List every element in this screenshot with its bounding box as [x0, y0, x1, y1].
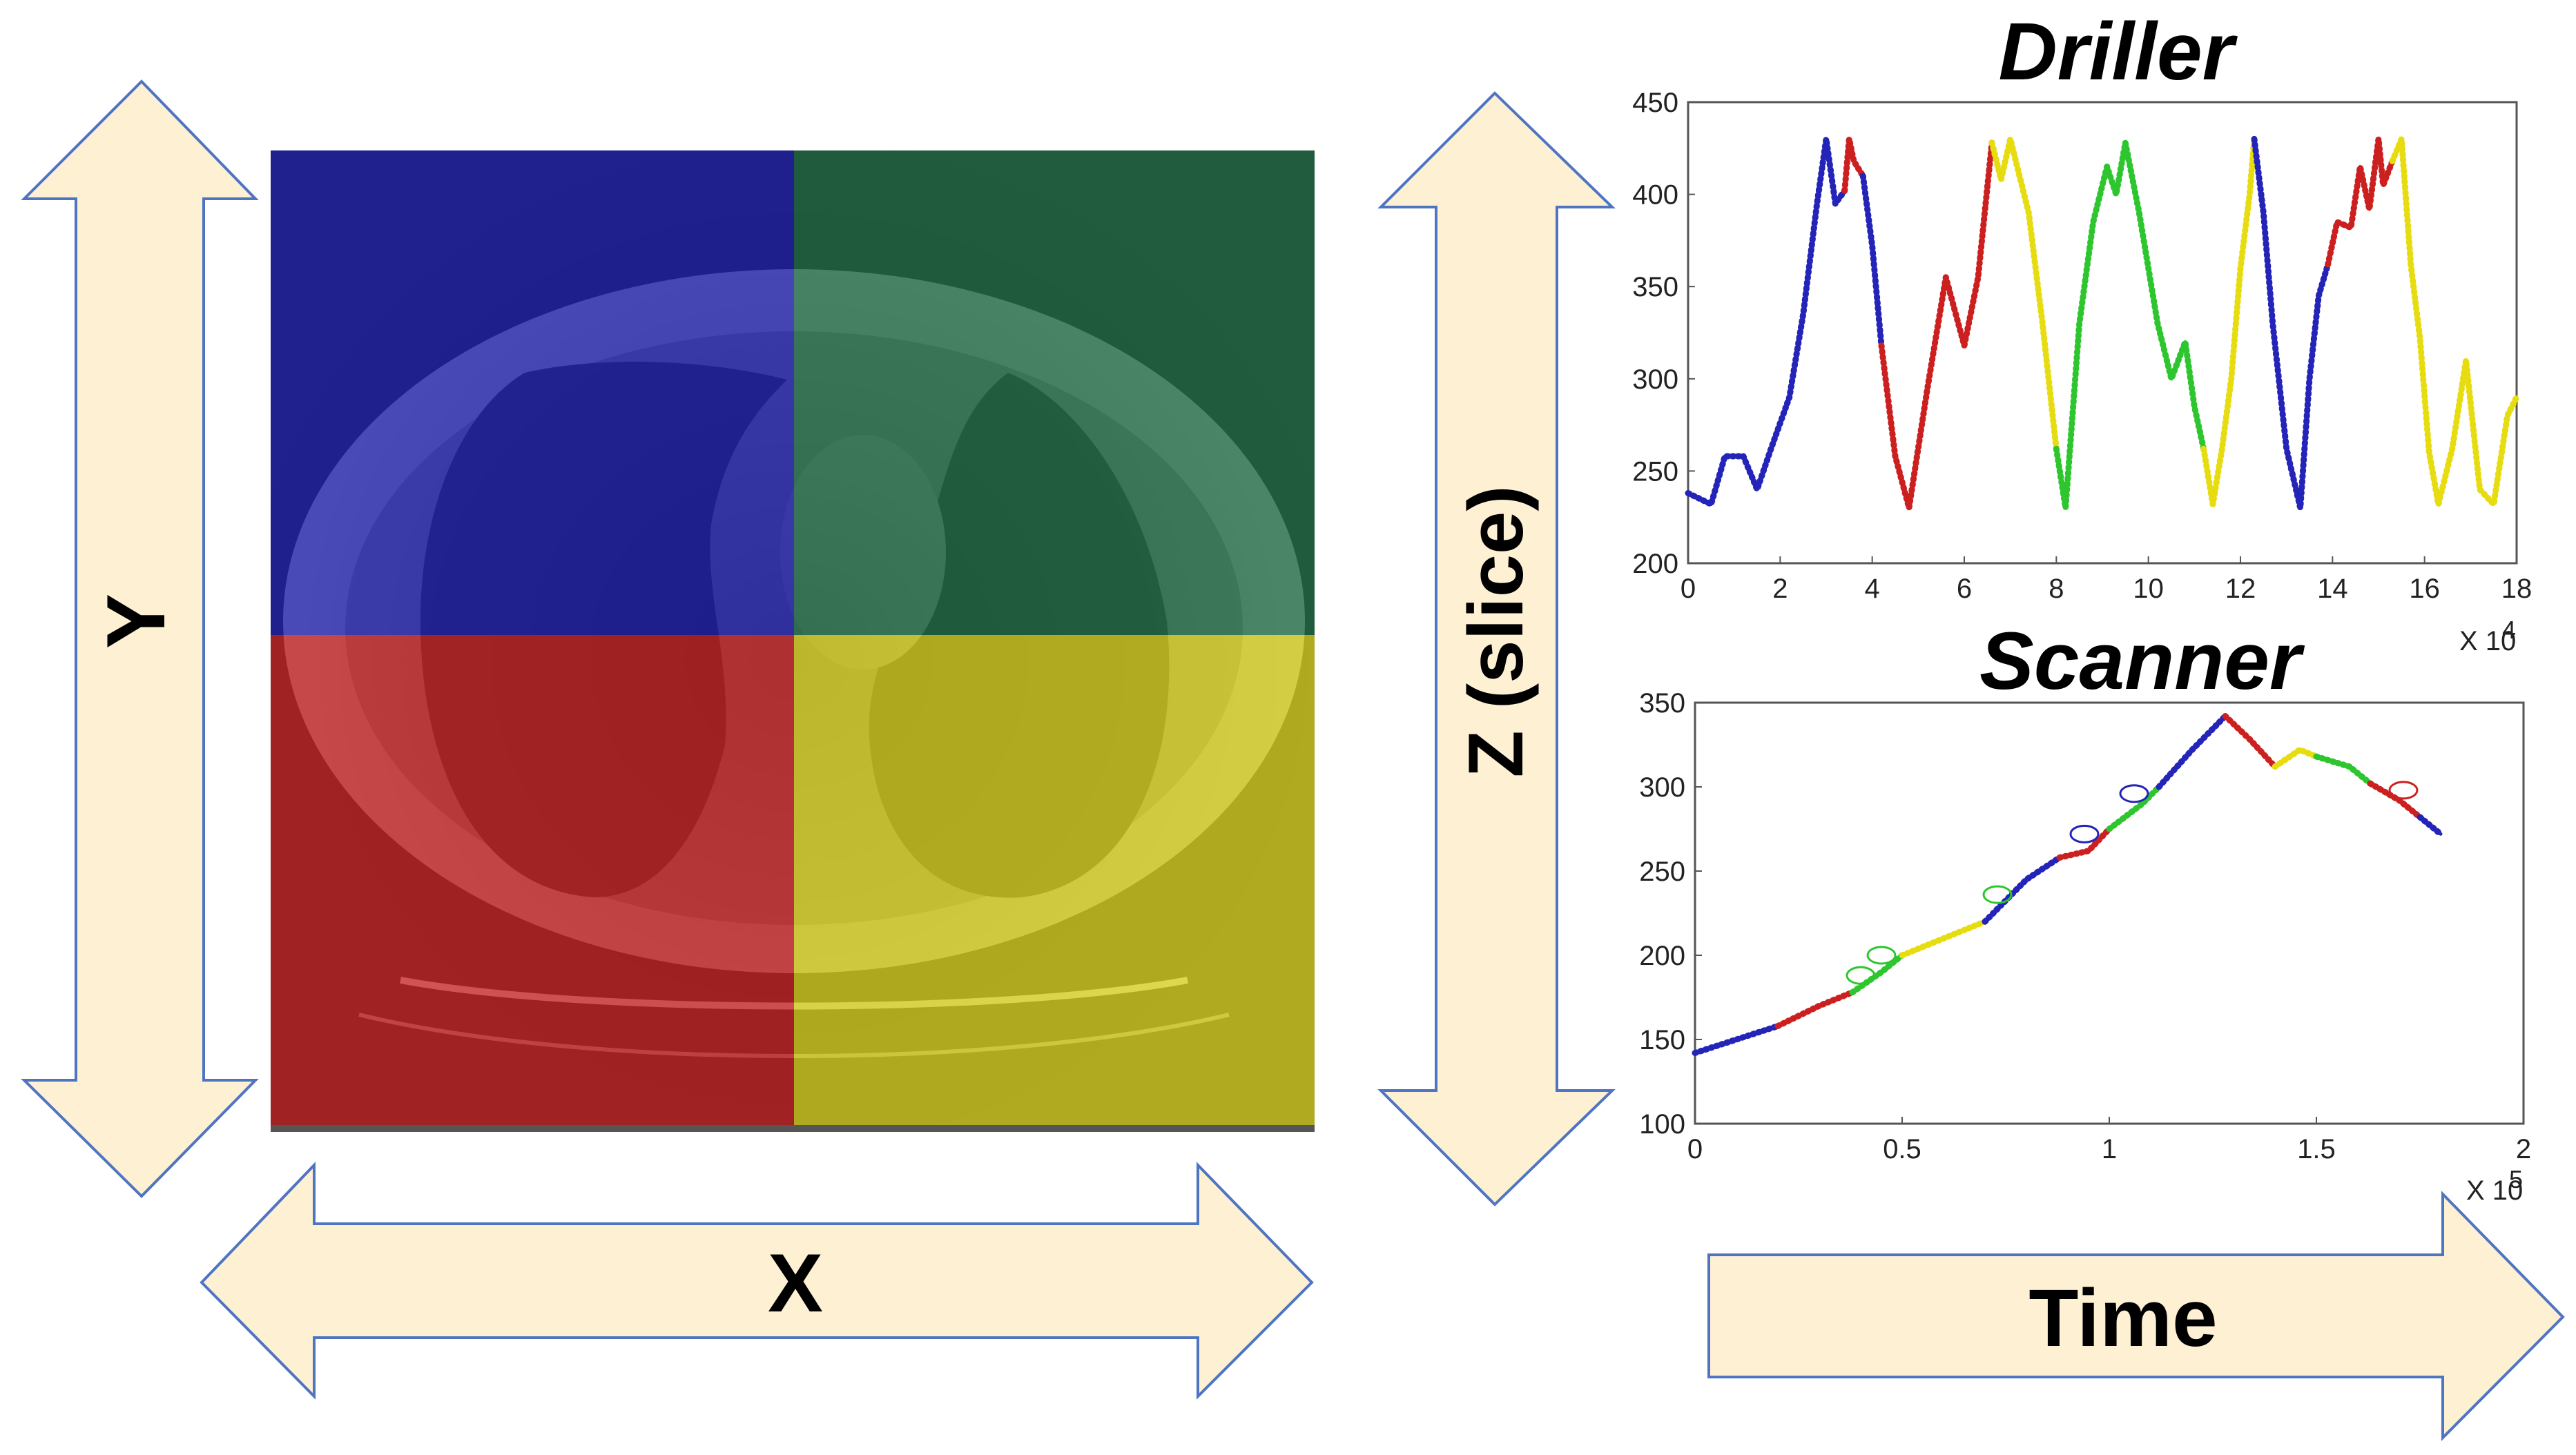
scanner-marker-circle-0 [1846, 966, 1876, 985]
scanner-y-tick-label: 250 [1639, 857, 1685, 887]
driller-x-tick-label: 14 [2317, 574, 2348, 604]
scanner-series-line-7 [2157, 714, 2227, 789]
scanner-x-tick-label: 1 [2102, 1134, 2117, 1164]
quadrant-top-left [271, 150, 794, 635]
x-axis-arrow [200, 1162, 1314, 1400]
scanner-marker-circle-1 [1866, 946, 1897, 965]
scanner-series-line-12 [2418, 815, 2443, 836]
scanner-series-line-3 [1900, 919, 1987, 957]
scanner-marker-circle-3 [2069, 824, 2100, 843]
driller-series-line-5 [2054, 141, 2206, 510]
driller-x-multiplier-exponent: 4 [2502, 616, 2516, 644]
driller-x-tick-label: 10 [2133, 574, 2164, 604]
time-arrow [1707, 1191, 2565, 1441]
scanner-series-line-0 [1693, 1024, 1780, 1055]
scanner-plot-frame [1694, 701, 2525, 1125]
scanner-series-line-2 [1850, 953, 1904, 995]
driller-x-multiplier: X 10 [2459, 626, 2516, 656]
driller-y-tick-label: 250 [1632, 456, 1678, 487]
driller-series-line-7 [2252, 137, 2330, 510]
driller-series-line-2 [1861, 174, 1883, 348]
driller-y-tick-label: 300 [1632, 364, 1678, 395]
y-axis-label: Y [90, 594, 182, 649]
scanner-chart-title: Scanner [1979, 616, 2305, 707]
scanner-y-tick-label: 100 [1639, 1109, 1685, 1140]
scanner-series-line-4 [1983, 856, 2062, 924]
z-axis-label: Z (slice) [1453, 485, 1539, 777]
driller-y-tick-label: 200 [1632, 549, 1678, 579]
ct-slice-image [271, 150, 1315, 1132]
scanner-series-line-8 [2223, 714, 2277, 769]
scanner-series-line-6 [2107, 785, 2161, 831]
scanner-y-tick-label: 350 [1639, 688, 1685, 719]
scanner-series-line-9 [2273, 748, 2318, 769]
driller-chart: Driller 0 2 4 6 8 10 12 14 16 18 450 400 350 300 250 2… [1632, 6, 2532, 656]
scanner-series-line-10 [2314, 754, 2372, 785]
scanner-chart: Scanner 0 0.5 1 1.5 2 350 300 250 200 150 100 X 1… [1639, 616, 2531, 1206]
driller-x-tick-label: 18 [2501, 574, 2533, 604]
scanner-y-tick-label: 150 [1639, 1025, 1685, 1055]
driller-y-tick-label: 400 [1632, 180, 1678, 211]
driller-series-line-3 [1879, 141, 1994, 510]
driller-series-line-6 [2202, 137, 2256, 506]
scanner-marker-circle-4 [2119, 784, 2149, 803]
quadrant-top-right [794, 150, 1315, 635]
driller-x-tick-label: 6 [1957, 574, 1972, 604]
quadrant-bottom-right [794, 635, 1315, 1131]
scanner-series-line-1 [1776, 990, 1854, 1028]
scanner-x-tick-label: 0.5 [1883, 1134, 1921, 1164]
driller-x-tick-label: 0 [1681, 574, 1696, 604]
driller-x-tick-label: 2 [1772, 574, 1788, 604]
scanner-x-multiplier-exponent: 5 [2509, 1165, 2523, 1193]
driller-x-tick-label: 8 [2049, 574, 2064, 604]
scanner-x-tick-label: 0 [1687, 1134, 1703, 1164]
y-axis-arrow [21, 79, 259, 1198]
scanner-y-tick-label: 300 [1639, 772, 1685, 803]
driller-x-tick-label: 16 [2409, 574, 2440, 604]
scanner-x-tick-label: 1.5 [2297, 1134, 2336, 1164]
scanner-x-multiplier: X 10 [2466, 1175, 2523, 1206]
driller-series-line-4 [1990, 137, 2058, 451]
driller-y-tick-label: 350 [1632, 272, 1678, 302]
scanner-y-tick-label: 200 [1639, 941, 1685, 971]
driller-series-line-0 [1686, 137, 1847, 506]
scanner-x-tick-label: 2 [2516, 1134, 2531, 1164]
time-label: Time [2028, 1273, 2217, 1364]
driller-series-line-8 [2326, 137, 2394, 266]
driller-chart-title: Driller [1998, 6, 2238, 97]
scanner-series-line-5 [2057, 827, 2111, 859]
driller-y-tick-label: 450 [1632, 88, 1678, 118]
driller-series-line-9 [2390, 137, 2519, 506]
driller-plot-frame [1687, 101, 2518, 565]
x-axis-label: X [768, 1237, 823, 1329]
driller-x-tick-label: 12 [2225, 574, 2256, 604]
z-axis-arrow [1377, 91, 1616, 1207]
quadrant-bottom-left [271, 635, 794, 1131]
scanner-marker-circle-5 [2388, 781, 2419, 800]
driller-series-line-1 [1843, 137, 1865, 193]
driller-x-tick-label: 4 [1865, 574, 1880, 604]
scanner-marker-circle-2 [1982, 885, 2013, 904]
scanner-series-line-11 [2368, 781, 2422, 819]
